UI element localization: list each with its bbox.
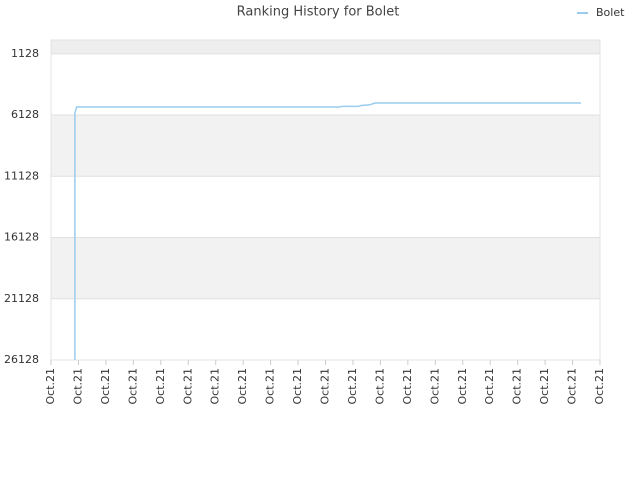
x-tick-label: Oct.21 (126, 368, 139, 405)
x-tick-label: Oct.21 (291, 368, 304, 405)
x-tick-label: Oct.21 (593, 368, 606, 405)
x-tick-label: Oct.21 (71, 368, 84, 405)
plot-band (51, 298, 600, 360)
y-tick-label: 21128 (4, 292, 39, 305)
x-tick-label: Oct.21 (401, 368, 414, 405)
plot-band (51, 176, 600, 238)
x-tick-label: Oct.21 (511, 368, 524, 405)
plot-band (51, 237, 600, 299)
legend-label: Bolet (596, 6, 625, 19)
y-tick-label: 6128 (11, 108, 39, 121)
x-tick-label: Oct.21 (181, 368, 194, 405)
series-line (74, 102, 582, 360)
x-tick-label: Oct.21 (44, 368, 57, 405)
x-tick-label: Oct.21 (566, 368, 579, 405)
x-tick-label: Oct.21 (373, 368, 386, 405)
chart-title: Ranking History for Bolet (237, 5, 400, 20)
x-tick-label: Oct.21 (209, 368, 222, 405)
x-tick-label: Oct.21 (154, 368, 167, 405)
x-tick-label: Oct.21 (483, 368, 496, 405)
plot-band (51, 40, 600, 54)
x-tick-label: Oct.21 (319, 368, 332, 405)
y-tick-label: 26128 (4, 353, 39, 366)
x-tick-label: Oct.21 (538, 368, 551, 405)
x-tick-label: Oct.21 (236, 368, 249, 405)
x-tick-label: Oct.21 (346, 368, 359, 405)
y-tick-label: 16128 (4, 231, 39, 244)
y-tick-label: 1128 (11, 47, 39, 60)
x-tick-label: Oct.21 (99, 368, 112, 405)
x-tick-label: Oct.21 (456, 368, 469, 405)
x-tick-label: Oct.21 (428, 368, 441, 405)
y-tick-label: 11128 (4, 169, 39, 182)
plot-band (51, 53, 600, 116)
plot-band (51, 115, 600, 177)
x-tick-label: Oct.21 (264, 368, 277, 405)
